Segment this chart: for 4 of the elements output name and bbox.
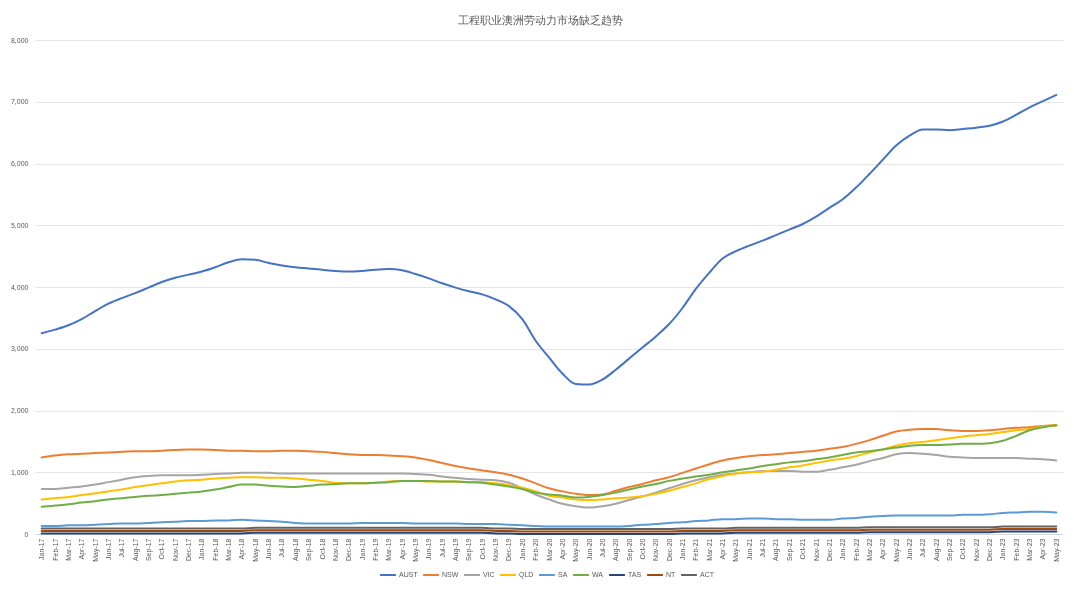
chart-title: 工程职业澳洲劳动力市场缺乏趋势 <box>457 14 623 27</box>
line-series <box>40 452 1058 509</box>
line-series <box>40 93 1058 386</box>
line-series <box>40 510 1058 528</box>
